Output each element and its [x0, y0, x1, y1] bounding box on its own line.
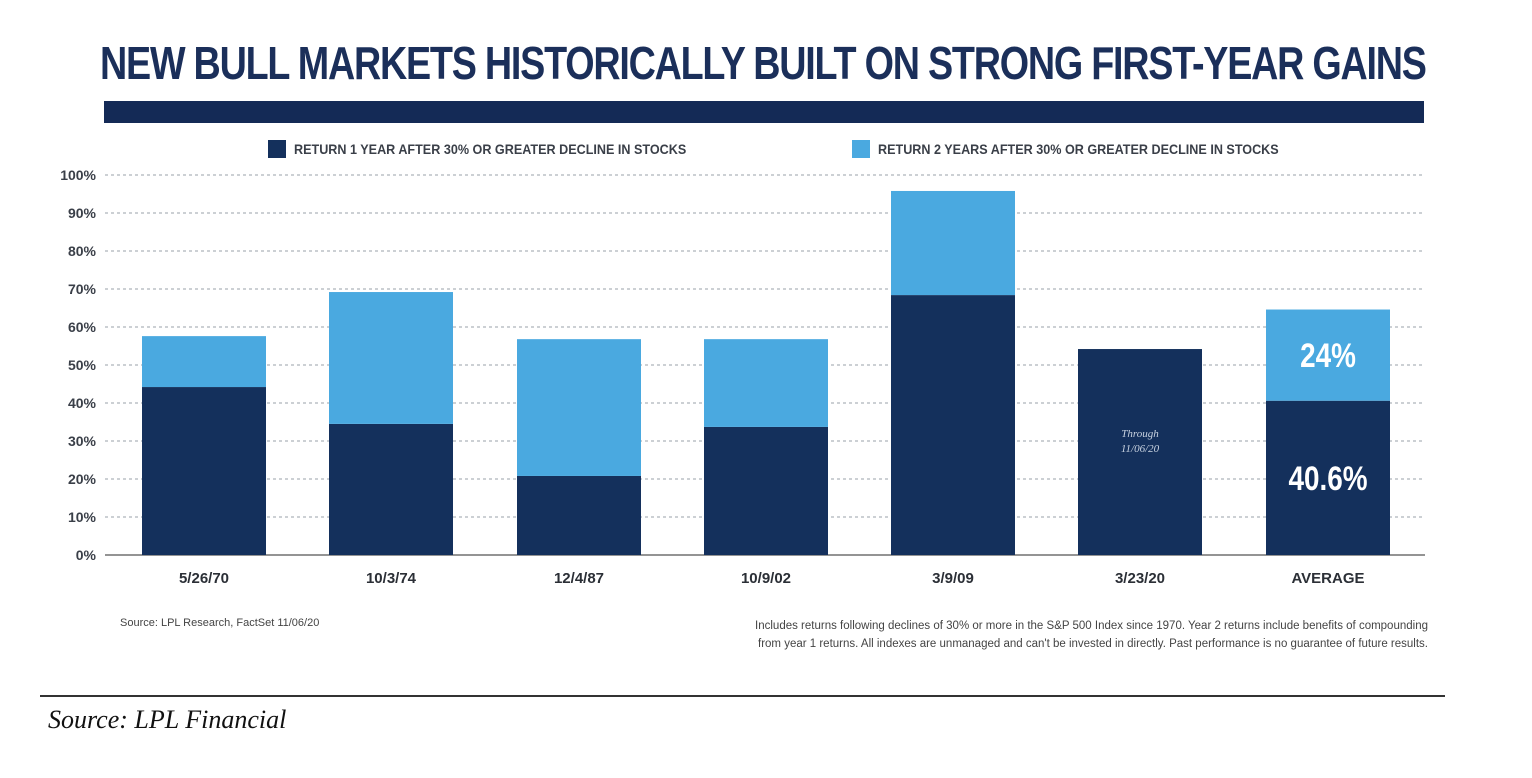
y-tick-label: 30% — [68, 433, 97, 449]
bar-year1 — [517, 475, 641, 555]
x-tick-label: 3/9/09 — [932, 570, 974, 587]
bar-year2 — [517, 339, 641, 476]
x-tick-label: 3/23/20 — [1115, 570, 1165, 587]
bar-year2 — [1266, 309, 1390, 401]
bar-year1 — [329, 423, 453, 555]
x-tick-label: AVERAGE — [1291, 570, 1364, 587]
y-tick-label: 90% — [68, 205, 97, 221]
annotation-date: 11/06/20 — [1121, 443, 1160, 455]
legend-swatch-year1 — [268, 140, 286, 158]
y-tick-label: 50% — [68, 357, 97, 373]
x-tick-label: 10/3/74 — [366, 570, 417, 587]
bottom-rule — [40, 695, 1445, 697]
bar-year1 — [1266, 400, 1390, 555]
legend-item-year2: RETURN 2 YEARS AFTER 30% OR GREATER DECL… — [852, 140, 1323, 158]
x-tick-label: 5/26/70 — [179, 570, 229, 587]
y-tick-label: 100% — [60, 167, 96, 183]
title-rule — [104, 101, 1424, 123]
bar-year2 — [142, 336, 266, 388]
stacked-bar-chart: 0% 10% 20% 30% 40% 50% 60% 70% 80% 90% 100% 5/26/7… — [60, 167, 1425, 587]
y-tick-label: 10% — [68, 509, 97, 525]
y-tick-label: 70% — [68, 281, 97, 297]
legend-swatch-year2 — [852, 140, 870, 158]
annotation-through: Through — [1121, 428, 1159, 440]
disclaimer-line-1: Includes returns following declines of 3… — [755, 620, 1428, 632]
average-year2-label: 24% — [1300, 337, 1356, 375]
y-tick-label: 0% — [76, 547, 97, 563]
y-tick-label: 40% — [68, 395, 97, 411]
x-tick-label: 12/4/87 — [554, 570, 604, 587]
legend-item-year1: RETURN 1 YEAR AFTER 30% OR GREATER DECLI… — [268, 140, 730, 158]
bar-year2 — [891, 190, 1015, 296]
y-tick-label: 20% — [68, 471, 97, 487]
average-year1-label: 40.6% — [1288, 459, 1367, 497]
bar-year2 — [704, 339, 828, 427]
bar-year1 — [142, 387, 266, 555]
disclaimer-line-2: from year 1 returns. All indexes are unm… — [758, 638, 1428, 650]
x-tick-label: 10/9/02 — [741, 570, 791, 587]
disclaimer-note: Includes returns following declines of 3… — [488, 617, 1428, 653]
bar-year1 — [1078, 349, 1202, 555]
source-credit: Source: LPL Financial — [48, 705, 287, 734]
legend-label-year1: RETURN 1 YEAR AFTER 30% OR GREATER DECLI… — [294, 141, 687, 157]
y-tick-label: 60% — [68, 319, 97, 335]
legend-label-year2: RETURN 2 YEARS AFTER 30% OR GREATER DECL… — [878, 141, 1279, 157]
bar-year1 — [704, 426, 828, 555]
source-note: Source: LPL Research, FactSet 11/06/20 — [120, 617, 320, 629]
bar-year1 — [891, 295, 1015, 555]
bar-year2 — [329, 292, 453, 424]
y-tick-label: 80% — [68, 243, 97, 259]
